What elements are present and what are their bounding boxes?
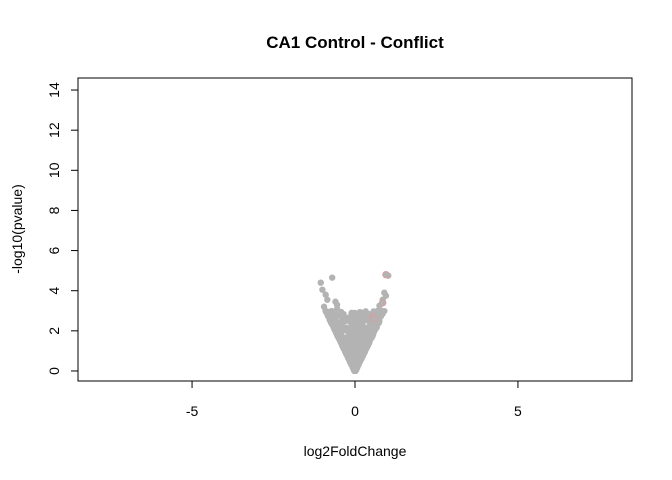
y-tick-label: 8 bbox=[46, 206, 62, 214]
gene-point bbox=[340, 343, 347, 350]
y-axis-label: -log10(pvalue) bbox=[9, 184, 25, 274]
gene-point bbox=[352, 367, 359, 374]
gene-point bbox=[370, 329, 377, 336]
outlier-point bbox=[320, 303, 328, 310]
outlier-point bbox=[374, 307, 382, 314]
outlier-point bbox=[337, 311, 344, 318]
x-axis-label: log2FoldChange bbox=[304, 443, 407, 459]
chart-title: CA1 Control - Conflict bbox=[266, 33, 444, 52]
data-points bbox=[317, 270, 392, 337]
y-tick-label: 10 bbox=[46, 162, 62, 178]
y-tick-label: 4 bbox=[46, 287, 62, 295]
x-tick-label: 5 bbox=[514, 403, 522, 419]
highlighted-point bbox=[370, 315, 379, 323]
gene-point bbox=[347, 357, 354, 364]
gene-point bbox=[364, 344, 371, 351]
outlier-point bbox=[317, 279, 324, 286]
x-tick-label: 0 bbox=[351, 403, 359, 419]
gene-point-cloud bbox=[322, 307, 388, 374]
y-tick-label: 2 bbox=[46, 327, 62, 335]
outlier-point bbox=[328, 274, 336, 281]
outlier-point bbox=[333, 305, 341, 312]
x-tick-label: -5 bbox=[186, 403, 199, 419]
gene-point bbox=[344, 349, 351, 356]
x-axis: -5 0 5 bbox=[186, 380, 522, 419]
gene-point bbox=[352, 348, 359, 355]
y-axis: 0 2 4 6 8 10 12 14 bbox=[46, 82, 79, 375]
y-tick-label: 14 bbox=[46, 82, 62, 98]
gene-point bbox=[357, 357, 364, 364]
y-tick-label: 12 bbox=[46, 122, 62, 138]
gene-point bbox=[358, 320, 365, 327]
gene-point bbox=[330, 314, 337, 321]
gene-point bbox=[341, 318, 348, 325]
outlier-point bbox=[366, 323, 373, 331]
gene-point bbox=[351, 330, 358, 337]
y-tick-label: 6 bbox=[46, 246, 62, 254]
y-tick-label: 0 bbox=[46, 367, 62, 375]
outlier-point bbox=[324, 296, 331, 303]
outlier-point bbox=[361, 329, 368, 337]
outlier-point bbox=[348, 309, 355, 316]
gene-point bbox=[329, 308, 336, 315]
gene-point bbox=[322, 308, 329, 315]
highlighted-point bbox=[379, 299, 387, 307]
outlier-point bbox=[322, 291, 329, 298]
gene-point bbox=[361, 349, 368, 356]
gene-point bbox=[333, 330, 340, 337]
gene-point bbox=[349, 342, 356, 349]
gene-point bbox=[379, 308, 386, 315]
outlier-point bbox=[319, 286, 326, 293]
highlighted-point bbox=[382, 270, 390, 279]
gene-point bbox=[342, 335, 349, 342]
gene-point bbox=[358, 309, 365, 316]
gene-point bbox=[346, 314, 353, 321]
gene-point bbox=[356, 337, 363, 344]
